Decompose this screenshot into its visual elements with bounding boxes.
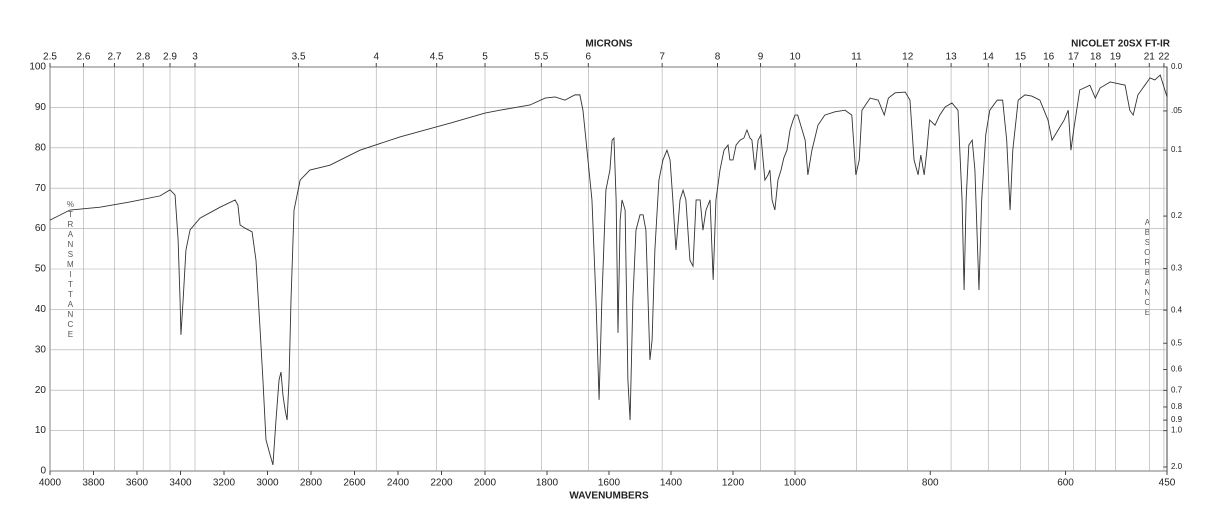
y2-tick-label: 0.6 [1171, 365, 1183, 374]
x2-tick-label: 2.7 [107, 52, 121, 63]
y-tick-label: 80 [35, 142, 47, 153]
y2-tick-label: .05 [1171, 106, 1183, 115]
chart-title: NICOLET 20SX FT-IR [1071, 39, 1171, 50]
x-tick-label: 2600 [343, 478, 366, 489]
y2-tick-label: 0.4 [1171, 305, 1183, 314]
x2-axis-label: MICRONS [585, 39, 633, 50]
y-tick-label: 0 [40, 466, 46, 477]
y2-tick-label: 0.5 [1171, 338, 1183, 347]
y-tick-label: 60 [35, 223, 47, 234]
x2-tick-label: 14 [983, 52, 995, 63]
x-tick-label: 2400 [387, 478, 410, 489]
x2-tick-label: 21 [1144, 52, 1156, 63]
x2-tick-label: 2.9 [163, 52, 177, 63]
x2-tick-label: 17 [1068, 52, 1080, 63]
y2-tick-label: 0.0 [1171, 62, 1183, 71]
y2-tick-label: 1.0 [1171, 426, 1183, 435]
x-tick-label: 1600 [598, 478, 621, 489]
x-tick-label: 3200 [213, 478, 236, 489]
y-tick-label: 100 [29, 62, 46, 73]
x2-tick-label: 2.5 [43, 52, 57, 63]
x-tick-label: 1000 [784, 478, 807, 489]
x2-tick-label: 6 [586, 52, 592, 63]
x2-tick-label: 15 [1015, 52, 1027, 63]
x2-tick-label: 10 [789, 52, 801, 63]
y2-tick-label: 2.0 [1171, 462, 1183, 471]
x-axis-label: WAVENUMBERS [569, 491, 649, 502]
x-tick-label: 450 [1159, 478, 1176, 489]
x2-tick-label: 4 [373, 52, 379, 63]
x2-tick-label: 2.6 [77, 52, 91, 63]
x-tick-label: 3000 [256, 478, 279, 489]
x-tick-label: 1200 [722, 478, 745, 489]
y2-tick-label: 0.8 [1171, 402, 1183, 411]
x2-tick-label: 18 [1090, 52, 1102, 63]
y-tick-label: 20 [35, 385, 47, 396]
x2-tick-label: 5 [482, 52, 488, 63]
x2-tick-label: 5.5 [534, 52, 548, 63]
x2-tick-label: 7 [659, 52, 665, 63]
y-tick-label: 10 [35, 425, 47, 436]
x-tick-label: 3400 [169, 478, 192, 489]
y-tick-label: 70 [35, 183, 47, 194]
y2-tick-label: 0.7 [1171, 386, 1183, 395]
y2-tick-label: 0.3 [1171, 264, 1183, 273]
y2-tick-label: 0.2 [1171, 211, 1183, 220]
x-tick-label: 800 [922, 478, 939, 489]
x-tick-label: 2800 [300, 478, 323, 489]
x2-tick-label: 3 [192, 52, 198, 63]
x-tick-label: 600 [1057, 478, 1074, 489]
y-tick-label: 50 [35, 264, 47, 275]
x2-tick-label: 19 [1110, 52, 1122, 63]
x2-tick-label: 3.5 [292, 52, 306, 63]
y-tick-label: 30 [35, 344, 47, 355]
x2-tick-label: 4.5 [430, 52, 444, 63]
x-tick-label: 3600 [126, 478, 149, 489]
x2-tick-label: 13 [946, 52, 958, 63]
y-axis-label: %TRANSMITTANCE [66, 200, 75, 340]
y2-tick-label: 0.1 [1171, 145, 1183, 154]
x2-tick-label: 2.8 [136, 52, 150, 63]
x2-tick-label: 12 [902, 52, 914, 63]
x2-tick-label: 22 [1158, 52, 1170, 63]
x2-tick-label: 9 [758, 52, 764, 63]
x-tick-label: 3800 [82, 478, 105, 489]
x-tick-label: 1800 [536, 478, 559, 489]
y2-tick-label: 0.9 [1171, 415, 1183, 424]
x2-tick-label: 11 [851, 52, 862, 63]
x-tick-label: 2000 [474, 478, 497, 489]
y-tick-label: 40 [35, 304, 47, 315]
x-tick-label: 4000 [39, 478, 62, 489]
x-tick-label: 2200 [430, 478, 453, 489]
y-tick-label: 90 [35, 102, 47, 113]
x-tick-label: 1400 [660, 478, 683, 489]
x2-tick-label: 16 [1043, 52, 1055, 63]
x2-tick-label: 8 [715, 52, 721, 63]
spectrum-line [49, 74, 1168, 466]
y2-axis-label: ABSORBANCE [1143, 218, 1152, 318]
